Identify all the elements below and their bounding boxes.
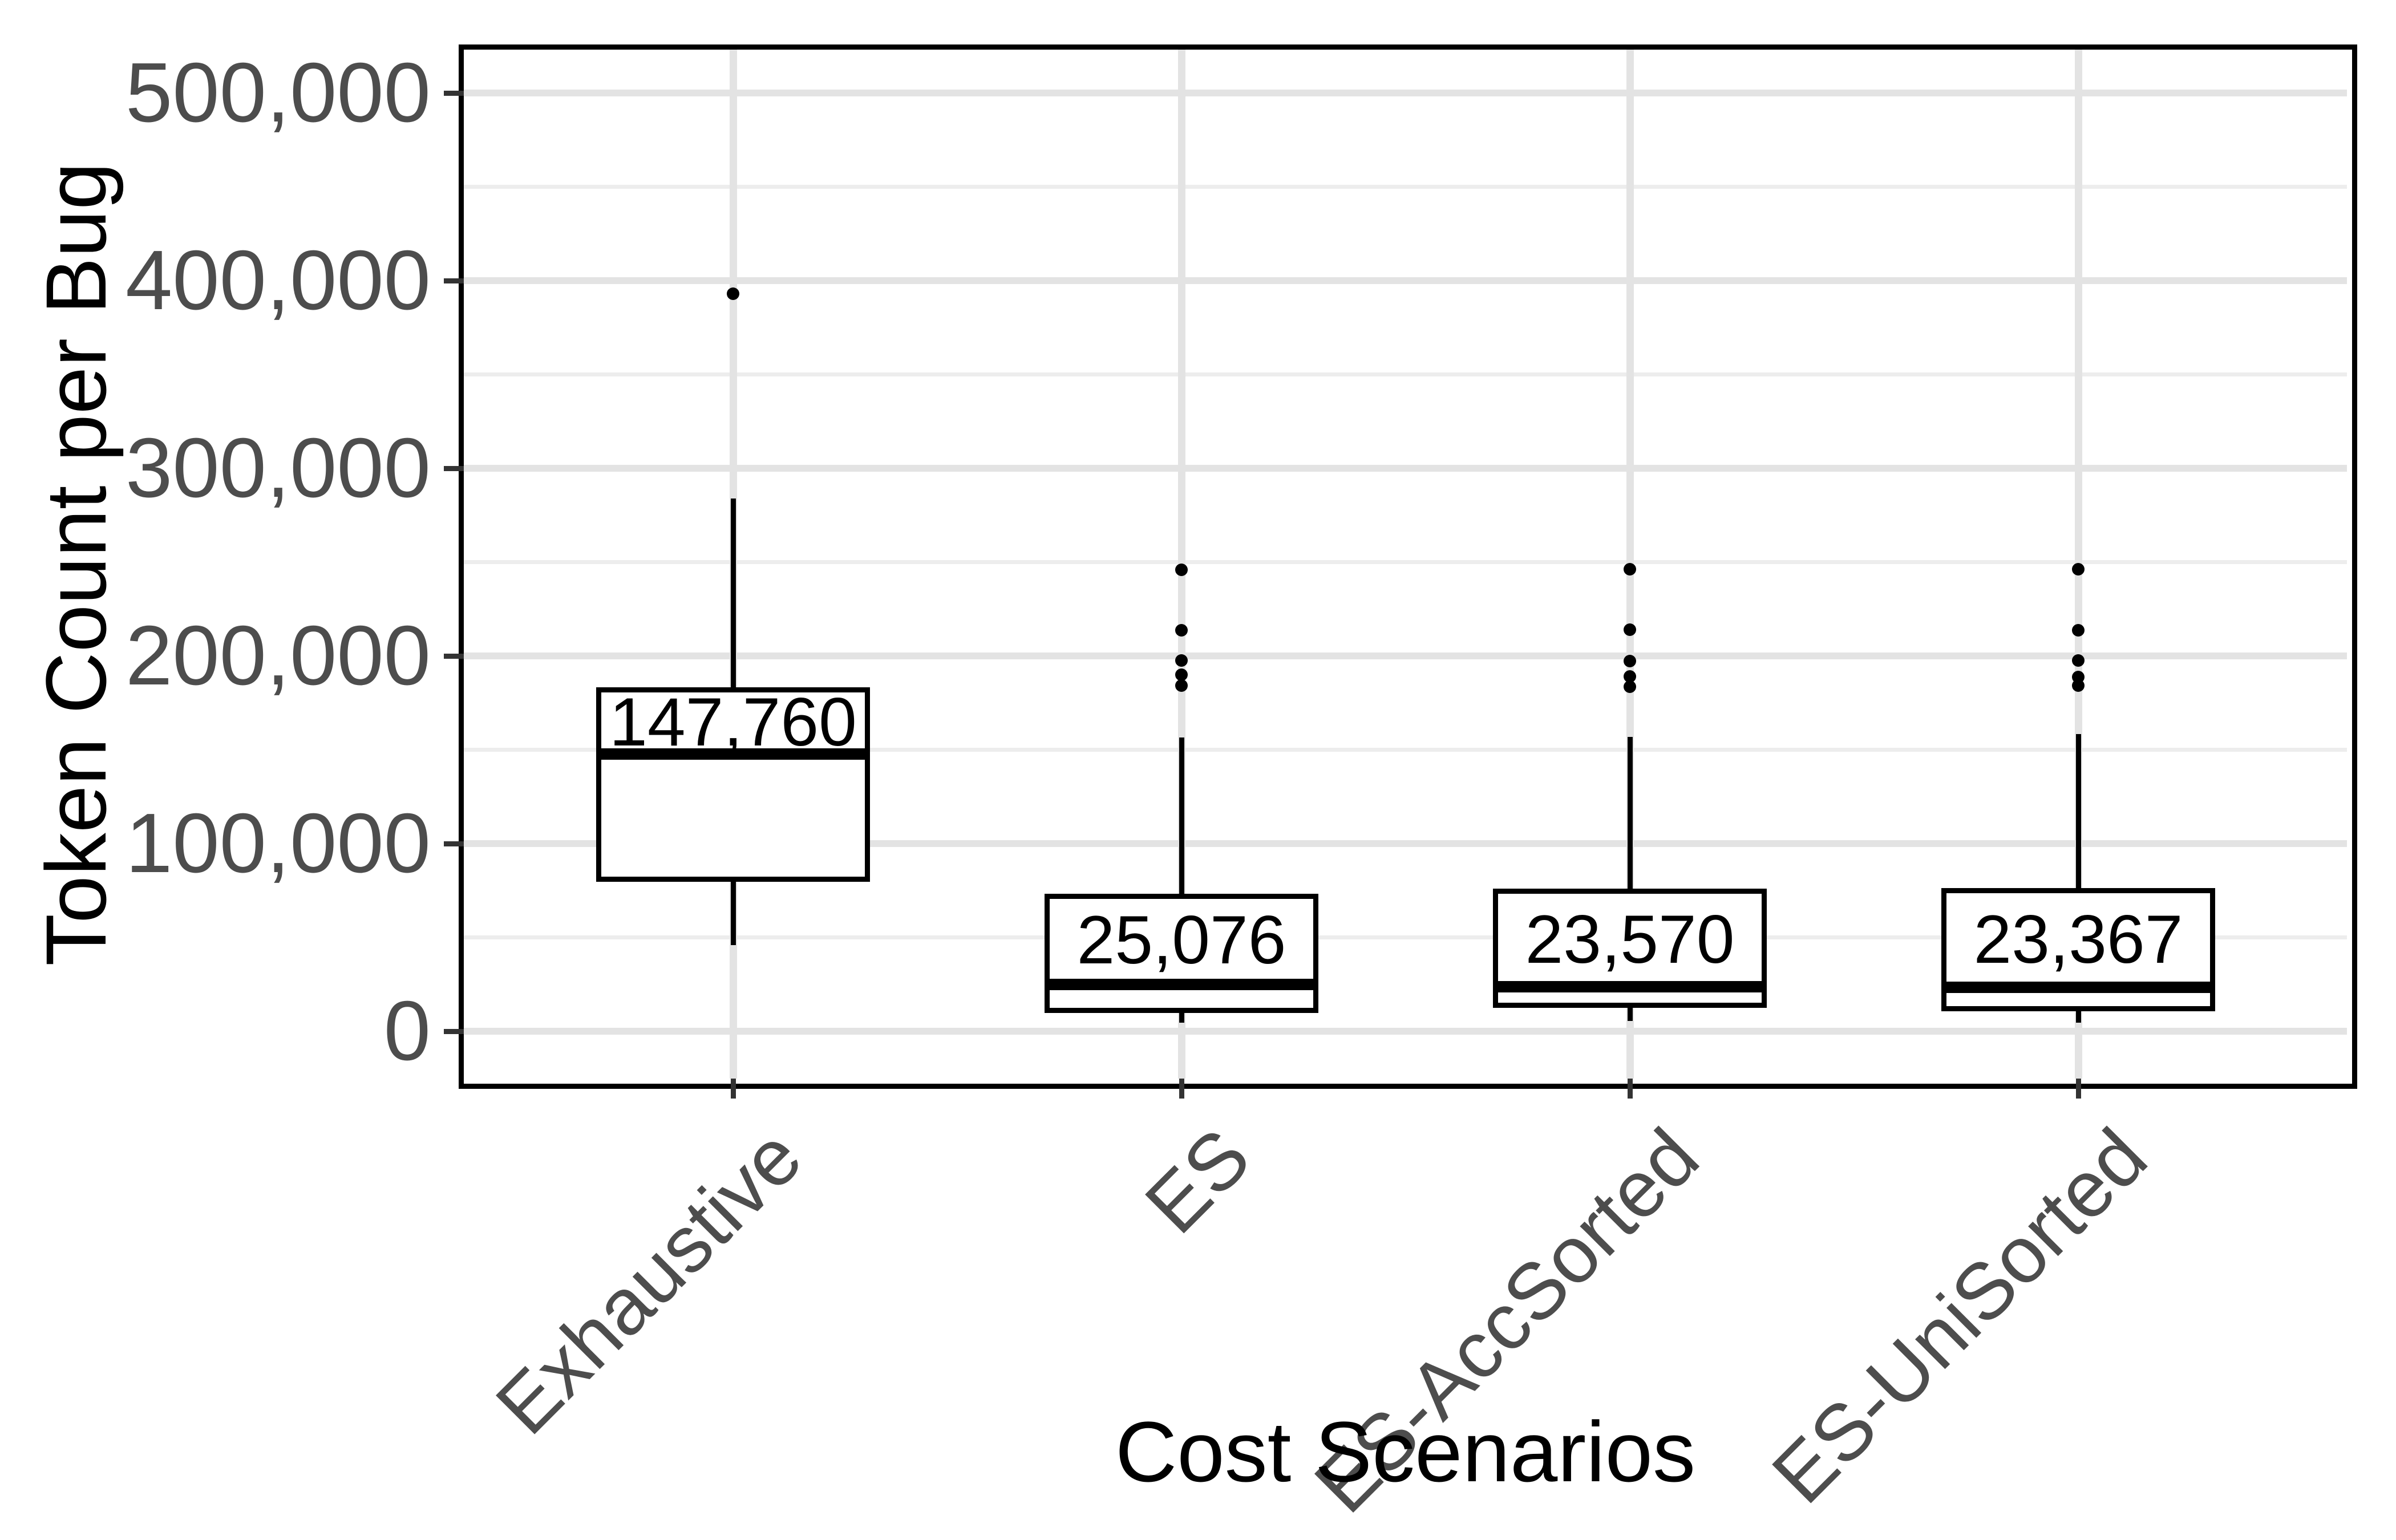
- x-axis-title: Cost Scenarios: [1115, 1404, 1696, 1500]
- box-median-line: [1498, 981, 1762, 993]
- outlier-point: [1175, 654, 1188, 667]
- y-tick: [444, 653, 464, 659]
- box-whisker-lower: [1627, 1005, 1633, 1021]
- box-whisker-upper: [1179, 737, 1184, 897]
- box-median-line: [601, 748, 865, 760]
- y-tick: [444, 841, 464, 846]
- median-value-label: 23,570: [1525, 901, 1735, 978]
- box-whisker-upper: [1627, 737, 1633, 891]
- outlier-point: [727, 287, 739, 301]
- outlier-point: [1175, 623, 1188, 637]
- y-axis-title: Token Count per Bug: [28, 162, 124, 966]
- x-tick-label-es-unisorted: ES-UniSorted: [1755, 1111, 2164, 1520]
- box-whisker-lower: [2075, 1008, 2081, 1023]
- x-tick: [1179, 1079, 1184, 1099]
- y-gridline-major: [464, 465, 2347, 472]
- y-gridline-major: [464, 1028, 2347, 1035]
- x-tick: [2075, 1079, 2081, 1099]
- outlier-point: [1624, 654, 1636, 667]
- y-gridline-major: [464, 653, 2347, 659]
- y-gridline-minor: [464, 372, 2347, 376]
- y-tick: [444, 90, 464, 96]
- y-gridline-major: [464, 840, 2347, 847]
- outlier-point: [2072, 654, 2085, 667]
- outlier-point: [1624, 680, 1636, 693]
- box-whisker-lower: [730, 879, 736, 945]
- y-tick-label: 100,000: [126, 796, 431, 890]
- y-tick: [444, 1028, 464, 1034]
- outlier-point: [1624, 670, 1636, 683]
- y-tick-label: 400,000: [126, 233, 431, 327]
- outlier-point: [2072, 623, 2085, 637]
- y-gridline-minor: [464, 935, 2347, 939]
- y-gridline-minor: [464, 560, 2347, 564]
- y-gridline-minor: [464, 748, 2347, 752]
- outlier-point: [2072, 563, 2085, 576]
- x-tick: [730, 1079, 736, 1099]
- y-gridline-major: [464, 90, 2347, 96]
- y-gridline-major: [464, 277, 2347, 284]
- y-tick-label: 300,000: [126, 421, 431, 515]
- x-tick-label-exhaustive: Exhaustive: [479, 1111, 819, 1451]
- x-tick: [1627, 1079, 1633, 1099]
- boxplot-box-exhaustive: [596, 687, 870, 882]
- median-value-label: 25,076: [1076, 902, 1286, 979]
- boxplot-box-es: [1045, 893, 1318, 1014]
- box-whisker-lower: [1179, 1010, 1184, 1023]
- y-tick-label: 0: [383, 984, 431, 1078]
- y-tick-label: 200,000: [126, 609, 431, 703]
- outlier-point: [1175, 563, 1188, 576]
- median-value-label: 23,367: [1973, 901, 2183, 978]
- outlier-point: [1624, 563, 1636, 576]
- outlier-point: [1175, 668, 1188, 681]
- outlier-point: [1624, 623, 1636, 636]
- y-gridline-minor: [464, 185, 2347, 189]
- x-tick-label-es: ES: [1128, 1111, 1267, 1250]
- box-whisker-upper: [2075, 733, 2081, 891]
- outlier-point: [1175, 679, 1188, 692]
- box-median-line: [1050, 978, 1313, 990]
- median-value-label: 147,760: [609, 683, 857, 760]
- box-whisker-upper: [730, 498, 736, 690]
- outlier-point: [2072, 679, 2085, 692]
- y-tick: [444, 465, 464, 471]
- y-tick-label: 500,000: [126, 46, 431, 140]
- box-median-line: [1946, 982, 2210, 994]
- y-tick: [444, 278, 464, 283]
